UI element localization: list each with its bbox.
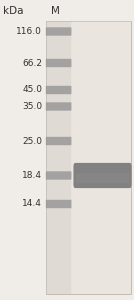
Bar [46, 21, 131, 294]
FancyBboxPatch shape [46, 86, 71, 94]
FancyBboxPatch shape [46, 102, 71, 111]
FancyBboxPatch shape [46, 200, 71, 208]
Text: 116.0: 116.0 [16, 27, 42, 36]
Text: 18.4: 18.4 [22, 171, 42, 180]
Text: M: M [51, 5, 60, 16]
Bar [72, 21, 131, 294]
Bar [46, 21, 71, 294]
Text: 35.0: 35.0 [22, 102, 42, 111]
Text: 25.0: 25.0 [22, 136, 42, 146]
FancyBboxPatch shape [73, 163, 132, 188]
Bar [46, 21, 131, 294]
FancyBboxPatch shape [46, 59, 71, 67]
FancyBboxPatch shape [46, 171, 71, 180]
Text: 66.2: 66.2 [22, 58, 42, 68]
FancyBboxPatch shape [46, 137, 71, 145]
FancyBboxPatch shape [76, 173, 129, 183]
Text: 14.4: 14.4 [22, 200, 42, 208]
Text: 45.0: 45.0 [22, 85, 42, 94]
FancyBboxPatch shape [46, 27, 71, 36]
Text: kDa: kDa [3, 5, 24, 16]
